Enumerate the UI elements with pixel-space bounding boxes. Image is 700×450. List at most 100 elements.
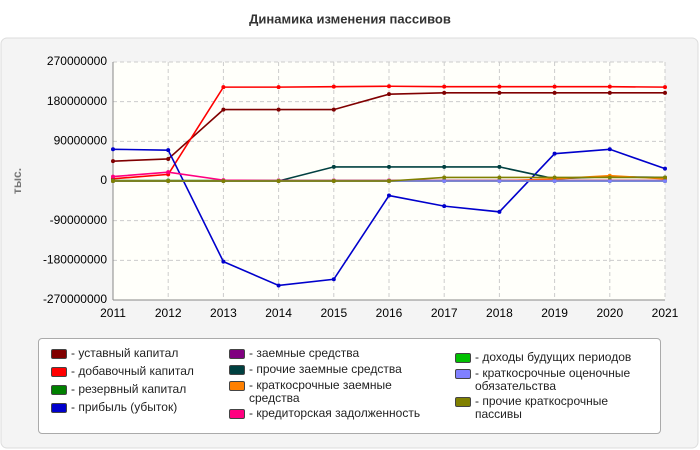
data-point bbox=[221, 259, 226, 264]
data-point bbox=[387, 92, 391, 97]
legend-swatch bbox=[455, 397, 471, 407]
data-point bbox=[552, 175, 557, 180]
y-tick-label: 180000000 bbox=[47, 94, 107, 108]
data-point bbox=[111, 159, 115, 164]
legend-swatch bbox=[51, 403, 67, 413]
legend-item: заемные средства bbox=[229, 347, 429, 360]
legend-label: доходы будущих периодов bbox=[475, 351, 631, 364]
data-point bbox=[607, 147, 612, 152]
legend-swatch bbox=[229, 349, 245, 359]
y-tick-label: -180000000 bbox=[43, 253, 107, 267]
legend-item: краткосрочные заемные средства bbox=[229, 379, 429, 405]
data-point bbox=[497, 90, 502, 95]
y-tick-label: 270000000 bbox=[47, 54, 107, 68]
data-point bbox=[111, 174, 115, 179]
data-point bbox=[442, 84, 447, 89]
legend-label: краткосрочные заемные средства bbox=[249, 379, 409, 405]
x-tick-label: 2016 bbox=[376, 306, 403, 320]
legend-label: уставный капитал bbox=[71, 347, 178, 360]
data-point bbox=[497, 84, 502, 89]
legend-item: доходы будущих периодов bbox=[455, 351, 645, 364]
data-point bbox=[221, 107, 226, 112]
data-point bbox=[442, 164, 447, 169]
y-tick-label: 0 bbox=[100, 173, 107, 187]
data-point bbox=[331, 179, 336, 183]
legend-item: уставный капитал bbox=[51, 347, 251, 360]
x-tick-label: 2017 bbox=[431, 306, 458, 320]
x-tick-label: 2011 bbox=[100, 306, 126, 320]
x-tick-label: 2018 bbox=[486, 306, 513, 320]
data-point bbox=[331, 107, 336, 112]
legend-swatch bbox=[229, 409, 245, 419]
data-point bbox=[663, 85, 667, 90]
legend-label: прибыль (убыток) bbox=[71, 401, 177, 414]
data-point bbox=[552, 90, 557, 95]
legend-label: резервный капитал bbox=[71, 383, 186, 396]
data-point bbox=[663, 90, 667, 95]
legend-item: прибыль (убыток) bbox=[51, 401, 251, 414]
legend-label: заемные средства bbox=[249, 347, 359, 360]
data-point bbox=[111, 147, 115, 152]
data-point bbox=[387, 164, 391, 169]
data-point bbox=[111, 179, 115, 183]
legend-item: краткосрочные оценочные обязательства bbox=[455, 367, 645, 393]
data-point bbox=[497, 179, 502, 183]
data-point bbox=[442, 175, 447, 180]
legend-item: кредиторская задолженность bbox=[229, 407, 429, 420]
legend-label: краткосрочные оценочные обязательства bbox=[475, 367, 635, 393]
y-tick-label: -90000000 bbox=[50, 213, 108, 227]
legend-label: добавочный капитал bbox=[71, 365, 194, 378]
data-point bbox=[607, 175, 612, 180]
data-point bbox=[442, 90, 447, 95]
legend-label: прочие краткосрочные пассивы bbox=[475, 395, 635, 421]
x-tick-label: 2020 bbox=[596, 306, 623, 320]
data-point bbox=[552, 84, 557, 89]
data-point bbox=[221, 85, 226, 90]
data-point bbox=[607, 90, 612, 95]
data-point bbox=[387, 84, 391, 89]
data-point bbox=[552, 151, 557, 156]
legend-swatch bbox=[455, 369, 471, 379]
legend-item: прочие краткосрочные пассивы bbox=[455, 395, 645, 421]
data-point bbox=[166, 179, 171, 183]
legend-item: прочие заемные средства bbox=[229, 363, 429, 376]
legend-label: кредиторская задолженность bbox=[249, 407, 420, 420]
data-point bbox=[497, 164, 502, 169]
data-point bbox=[276, 85, 281, 90]
data-point bbox=[276, 283, 281, 288]
data-point bbox=[331, 277, 336, 282]
legend-label: прочие заемные средства bbox=[249, 363, 401, 376]
data-point bbox=[497, 209, 502, 214]
legend-swatch bbox=[51, 385, 67, 395]
legend-swatch bbox=[455, 353, 471, 363]
data-point bbox=[276, 179, 281, 183]
data-point bbox=[607, 84, 612, 89]
x-tick-label: 2021 bbox=[652, 306, 679, 320]
x-tick-label: 2015 bbox=[320, 306, 347, 320]
legend-swatch bbox=[51, 367, 67, 377]
data-point bbox=[663, 166, 667, 171]
data-point bbox=[497, 175, 502, 180]
data-point bbox=[663, 175, 667, 180]
legend-swatch bbox=[229, 381, 245, 391]
legend-swatch bbox=[229, 365, 245, 375]
legend-item: резервный капитал bbox=[51, 383, 251, 396]
data-point bbox=[607, 179, 612, 183]
data-point bbox=[166, 148, 171, 153]
data-point bbox=[442, 179, 447, 183]
x-tick-label: 2013 bbox=[210, 306, 237, 320]
x-tick-label: 2019 bbox=[541, 306, 568, 320]
data-point bbox=[221, 179, 226, 183]
data-point bbox=[387, 193, 391, 198]
data-point bbox=[166, 170, 171, 175]
y-tick-label: -270000000 bbox=[43, 292, 107, 306]
y-tick-label: 90000000 bbox=[54, 134, 108, 148]
legend-swatch bbox=[51, 349, 67, 359]
data-point bbox=[442, 204, 447, 209]
data-point bbox=[387, 179, 391, 183]
data-point bbox=[276, 107, 281, 112]
data-point bbox=[166, 156, 171, 161]
data-point bbox=[331, 164, 336, 169]
x-tick-label: 2012 bbox=[155, 306, 182, 320]
